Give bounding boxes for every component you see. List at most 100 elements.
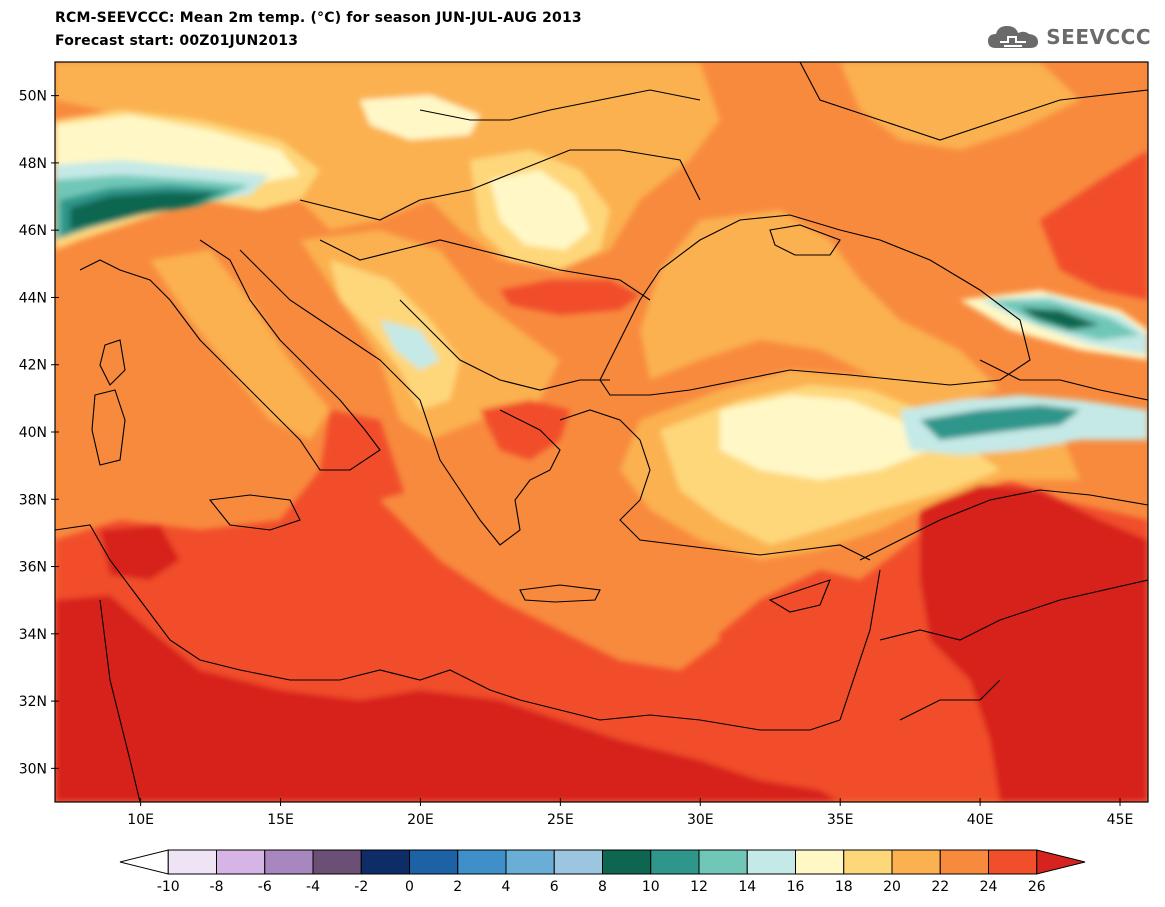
- lon-label: 25E: [547, 812, 574, 828]
- levant-coast: [839, 569, 881, 721]
- colorbar-tick-label: -10: [157, 879, 180, 895]
- field-16-dinaric: [380, 320, 440, 370]
- colorbar-tick-label: 12: [690, 879, 708, 895]
- lat-label: 50N: [19, 89, 47, 105]
- crete-coast: [519, 584, 601, 603]
- lat-label: 30N: [19, 761, 47, 777]
- border-b: [319, 239, 651, 301]
- lon-label: 15E: [267, 812, 294, 828]
- lat-label: 38N: [19, 492, 47, 508]
- colorbar-swatch: [505, 849, 555, 875]
- colorbar-tick-label: -6: [258, 879, 272, 895]
- field-26-wallachia: [500, 280, 640, 315]
- colorbar-tick-label: 22: [931, 879, 949, 895]
- field-10-alps: [70, 192, 215, 230]
- colorbar-swatch: [264, 849, 314, 875]
- colorbar-swatch: [795, 849, 845, 875]
- sicily-coast: [208, 494, 301, 531]
- field-22-ukraine: [640, 210, 1000, 400]
- field-18-turkey: [720, 395, 930, 480]
- colorbar-tick-label: 14: [738, 879, 756, 895]
- black-sea-coast: [599, 214, 1031, 396]
- colorbar-swatch: [988, 849, 1038, 875]
- colorbar-swatch: [457, 849, 507, 875]
- colorbar-swatch: [650, 849, 700, 875]
- border-i: [979, 359, 1148, 401]
- latitude-axis: 50N 48N 46N 44N 42N 40N 38N 36N 34N 32N 30N: [19, 89, 59, 777]
- field-10-caucasus: [1020, 308, 1100, 330]
- border-a: [299, 149, 701, 221]
- field-26-greece: [480, 400, 570, 460]
- field-28-syria-iraq: [920, 485, 1148, 802]
- colorbar-tick-label: 6: [550, 879, 559, 895]
- lat-label: 40N: [19, 425, 47, 441]
- temperature-field: [55, 62, 1148, 802]
- colorbar-swatch: [891, 849, 941, 875]
- colorbar-tick-label: -2: [354, 879, 368, 895]
- colorbar-swatch: [167, 849, 217, 875]
- colorbar-swatch: [602, 849, 652, 875]
- colorbar-tick-label: 18: [835, 879, 853, 895]
- cloud-icon: [988, 26, 1039, 48]
- field-24-central-med: [380, 480, 720, 670]
- lon-label: 10E: [127, 812, 154, 828]
- sardinia-coast: [91, 389, 126, 466]
- colorbar-swatch: [746, 849, 796, 875]
- lat-label: 32N: [19, 694, 47, 710]
- field-22-russia: [840, 62, 1080, 150]
- lat-label: 36N: [19, 560, 47, 576]
- map-title: RCM-SEEVCCC: Mean 2m temp. (°C) for seas…: [55, 10, 582, 26]
- lat-label: 48N: [19, 156, 47, 172]
- colorbar-swatch: [553, 849, 603, 875]
- colorbar: -10 -8 -6 -4 -2 0 2 4 6 8 10 12 14 16 18 20 22 24 26: [119, 849, 1086, 895]
- border-e: [879, 579, 1148, 641]
- colorbar-tick-label: -8: [210, 879, 224, 895]
- italy-coastline: [79, 239, 381, 471]
- longitude-axis: 10E 15E 20E 25E 30E 35E 40E 45E: [127, 798, 1133, 828]
- colorbar-swatch: [843, 849, 893, 875]
- adriatic-east-coast: [239, 249, 441, 461]
- colorbar-tick-label: 0: [405, 879, 414, 895]
- border-h: [799, 62, 1148, 141]
- colorbar-tick-label: 26: [1028, 879, 1046, 895]
- border-d: [859, 489, 1148, 561]
- field-28-libya: [55, 595, 840, 802]
- border-j: [419, 89, 701, 121]
- north-africa-coast: [55, 524, 841, 731]
- seevccc-logo: SEEVCCC: [986, 22, 1151, 52]
- colorbar-swatch: [409, 849, 459, 875]
- greece-coast: [439, 409, 561, 546]
- lon-label: 40E: [967, 812, 994, 828]
- lon-label: 20E: [407, 812, 434, 828]
- lat-label: 44N: [19, 290, 47, 306]
- lon-label: 45E: [1107, 812, 1134, 828]
- lon-label: 35E: [827, 812, 854, 828]
- colorbar-tick-label: 2: [453, 879, 462, 895]
- colorbar-swatch: [939, 849, 989, 875]
- logo-text: SEEVCCC: [1046, 25, 1151, 49]
- border-g: [99, 599, 141, 802]
- field-18-carpathians: [490, 170, 590, 250]
- corsica-coast: [99, 339, 126, 386]
- crimea-coast: [769, 224, 841, 256]
- colorbar-tick-label: 20: [883, 879, 901, 895]
- colorbar-tick-label: 8: [598, 879, 607, 895]
- border-f: [899, 679, 1001, 721]
- field-26-caspian: [1040, 150, 1148, 300]
- colorbar-swatch: [360, 849, 410, 875]
- colorbar-tick-label: 24: [980, 879, 998, 895]
- colorbar-swatch: [312, 849, 362, 875]
- colorbar-tick-label: 16: [787, 879, 805, 895]
- colorbar-over-triangle: [1036, 849, 1086, 875]
- field-28-sicily-tunisia: [100, 525, 180, 580]
- colorbar-swatch: [698, 849, 748, 875]
- forecast-start-label: Forecast start: 00Z01JUN2013: [55, 33, 299, 49]
- cyprus-coast: [768, 579, 831, 613]
- field-18-tatra: [360, 95, 480, 140]
- lat-label: 42N: [19, 358, 47, 374]
- colorbar-tick-label: -4: [306, 879, 320, 895]
- colorbar-tick-label: 4: [502, 879, 511, 895]
- field-12-east-turkey: [920, 405, 1080, 440]
- lat-label: 34N: [19, 627, 47, 643]
